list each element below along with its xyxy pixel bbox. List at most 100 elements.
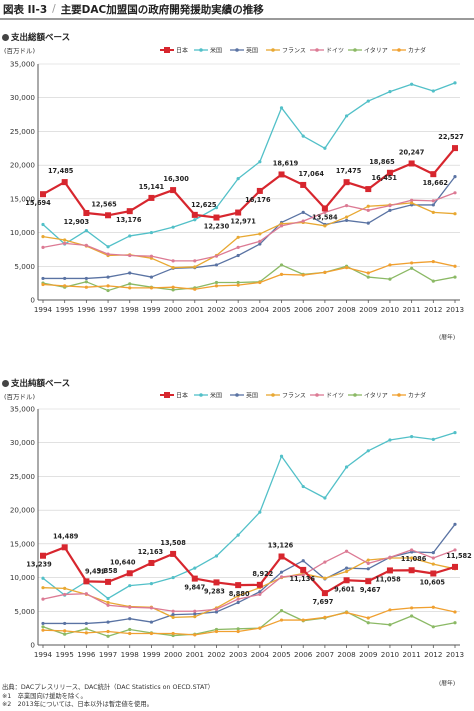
data-point — [63, 586, 67, 590]
y-tick-label: 35,000 — [10, 405, 36, 414]
x-tick-label: 2009 — [359, 305, 378, 314]
data-label: 15,141 — [139, 183, 165, 191]
x-tick-label: 1997 — [99, 650, 117, 659]
data-label: 14,489 — [53, 532, 79, 540]
data-point — [366, 621, 370, 625]
legend-item: ドイツ — [310, 48, 344, 55]
data-point — [431, 605, 435, 609]
legend-item: ドイツ — [310, 393, 344, 400]
data-point — [40, 191, 46, 198]
data-point — [278, 171, 285, 178]
series-line — [42, 549, 456, 612]
data-point — [106, 284, 110, 288]
data-point — [106, 288, 110, 293]
data-point — [41, 235, 45, 239]
y-tick-label: 0 — [30, 296, 35, 305]
chart-gross-disbursement: 日本 米国 英国 フランス ドイツ イタリア カナダ 0 5,000 10,000 15,000 20… — [10, 47, 464, 315]
data-point — [149, 286, 154, 290]
series-1 — [41, 431, 457, 601]
x-tick-label: 2008 — [337, 305, 356, 314]
data-point — [171, 288, 175, 292]
data-point — [258, 626, 262, 630]
data-point — [41, 276, 45, 281]
legend-item: 日本 — [160, 47, 188, 55]
data-point — [366, 221, 370, 225]
data-point — [236, 235, 240, 239]
legend-swatch-marker — [199, 393, 203, 397]
data-point — [149, 254, 154, 258]
data-point — [388, 608, 392, 612]
x-tick-label: 2010 — [381, 305, 400, 314]
data-label: 9,467 — [360, 586, 381, 594]
data-point — [63, 276, 67, 281]
x-tick-label: 1999 — [142, 650, 161, 659]
data-point — [128, 282, 132, 286]
x-tick-label: 2003 — [229, 305, 247, 314]
data-label: 17,064 — [298, 170, 324, 178]
data-point — [61, 179, 68, 186]
x-tick-label: 2006 — [294, 650, 313, 659]
x-tick-label: 1995 — [56, 305, 74, 314]
legend-label: 日本 — [176, 47, 188, 55]
legend-label: 米国 — [210, 47, 222, 55]
x-tick-label: 2007 — [316, 650, 334, 659]
chart2-xlabel: (暦年) — [439, 681, 456, 687]
data-point — [388, 90, 392, 94]
data-point — [344, 569, 349, 574]
chart2-ylabel: (百万ドル) — [4, 393, 36, 401]
data-point — [128, 631, 132, 636]
data-point — [128, 605, 132, 609]
x-axis: 1994 1995 1996 1997 1998 1999 2000 2001 2002 2003… — [34, 645, 464, 659]
data-point — [344, 566, 349, 570]
data-point — [193, 615, 197, 619]
series-line — [42, 202, 456, 269]
data-point — [430, 171, 437, 178]
data-point — [365, 578, 372, 585]
data-point — [410, 548, 414, 552]
x-tick-label: 2005 — [272, 305, 290, 314]
series-line — [42, 546, 456, 595]
legend-item: フランス — [266, 48, 306, 55]
data-point — [214, 554, 219, 558]
data-point — [410, 266, 414, 270]
data-point — [171, 613, 175, 617]
data-point — [236, 629, 240, 634]
legend-label: カナダ — [408, 392, 426, 400]
data-point — [410, 606, 414, 610]
data-point — [366, 275, 370, 279]
series-line — [42, 82, 456, 248]
data-point — [106, 620, 110, 624]
data-point — [149, 275, 154, 279]
x-tick-label: 2002 — [207, 650, 225, 659]
x-tick-label: 2001 — [186, 650, 204, 659]
data-point — [105, 212, 112, 219]
data-point — [279, 106, 284, 110]
data-label: 12,230 — [204, 223, 230, 231]
data-label: 13,508 — [160, 539, 186, 547]
data-point — [410, 261, 414, 265]
chart1-xlabel: (暦年) — [439, 335, 456, 341]
data-label: 7,697 — [312, 598, 333, 606]
data-point — [128, 627, 132, 632]
data-point — [105, 578, 112, 585]
data-point — [278, 553, 285, 560]
data-label: 9,439 — [85, 567, 106, 575]
data-point — [408, 567, 415, 574]
x-tick-label: 2004 — [251, 305, 270, 314]
data-label: 16,451 — [372, 174, 398, 182]
data-label: 12,903 — [64, 218, 90, 226]
data-point — [236, 283, 240, 287]
data-point — [84, 631, 88, 635]
x-tick-label: 1998 — [121, 650, 140, 659]
data-point — [106, 600, 110, 605]
data-point — [84, 592, 88, 596]
data-point — [63, 284, 67, 288]
data-point — [344, 114, 349, 118]
data-point — [63, 621, 67, 626]
data-label: 12,971 — [230, 218, 256, 226]
data-point — [63, 592, 67, 597]
data-point — [84, 243, 88, 247]
data-point — [453, 264, 457, 268]
data-point — [388, 438, 392, 442]
data-point — [193, 259, 197, 263]
